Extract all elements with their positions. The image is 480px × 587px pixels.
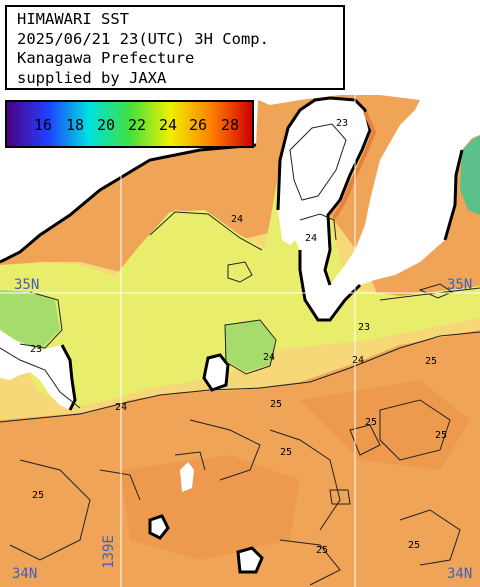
shore-tint	[332, 111, 377, 220]
legend-label: 28	[220, 116, 240, 134]
lon-label-139e: 139E	[100, 535, 117, 569]
land-island	[180, 462, 194, 492]
cold-sea	[225, 320, 275, 372]
lat-label-34n-left: 34N	[12, 566, 38, 582]
title-line: supplied by JAXA	[17, 68, 167, 87]
color-scale-bar	[7, 102, 252, 146]
cold-sea	[0, 290, 60, 350]
lat-label-34n-right: 34N	[447, 566, 473, 582]
legend-label: 16	[33, 116, 53, 134]
legend-label: 18	[65, 116, 85, 134]
map-title-box: HIMAWARI SST 2025/06/21 23(UTC) 3H Comp.…	[5, 5, 345, 90]
land-ne-corner	[440, 0, 480, 18]
land-island	[204, 355, 228, 390]
legend-label: 24	[158, 116, 178, 134]
title-line: Kanagawa Prefecture	[17, 49, 195, 67]
cool-sea	[0, 112, 480, 408]
warm-sea-patch	[300, 380, 470, 470]
lat-label-35n-left: 35N	[14, 277, 40, 293]
title-line: 2025/06/21 23(UTC) 3H Comp.	[17, 29, 269, 48]
color-scale-legend: 16 18 20 22 24 26 28	[5, 100, 254, 148]
legend-label: 26	[188, 116, 208, 134]
legend-label: 20	[96, 116, 116, 134]
land-izu-west	[0, 330, 75, 410]
legend-label: 22	[127, 116, 147, 134]
lat-label-35n-right: 35N	[447, 277, 473, 293]
cold-sea	[460, 135, 480, 215]
contours	[0, 123, 480, 586]
legend-labels: 16 18 20 22 24 26 28	[7, 116, 252, 136]
title-line: HIMAWARI SST	[17, 10, 129, 28]
